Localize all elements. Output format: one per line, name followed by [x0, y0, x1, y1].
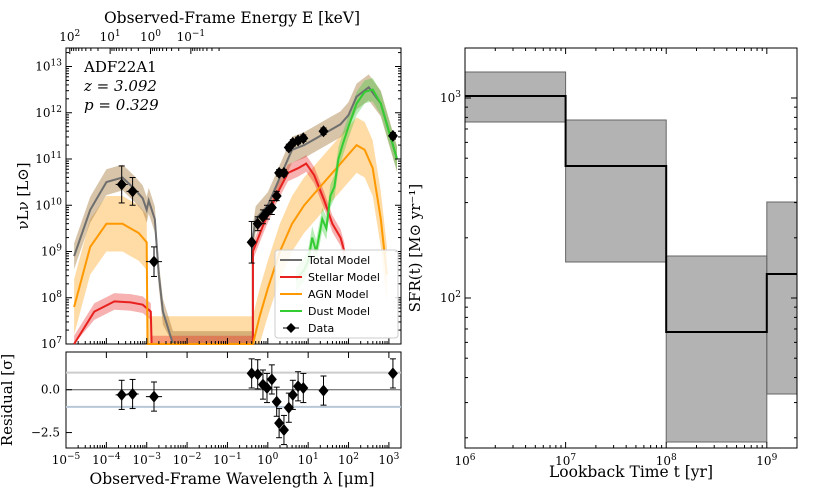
legend-box: [274, 249, 399, 339]
res-point: [298, 382, 309, 394]
residual-x-ticks: 10−5 10−4 10−3 10−2 10−1 100 101 102 103: [52, 352, 400, 467]
legend-total-model: Total Model: [307, 254, 370, 267]
sfh-y-tick-label: 102: [440, 290, 461, 305]
legend-dust-model: Dust Model: [308, 305, 370, 318]
sfh-x-tick-label: 106: [454, 453, 475, 468]
data-point: [148, 255, 159, 268]
band-agn-model: [74, 117, 387, 345]
annotation-probability: p = 0.329: [84, 96, 159, 114]
data-point: [266, 201, 277, 214]
sfh-y-ticks: 102 103: [440, 90, 797, 439]
sfh-x-tick-label: 108: [656, 453, 677, 468]
res-point: [387, 367, 398, 380]
res-point: [246, 367, 257, 380]
data-point: [278, 166, 289, 179]
res-x-tick-label: 101: [298, 452, 319, 467]
res-point: [271, 395, 282, 408]
line-agn-model: [73, 143, 388, 345]
sfh-y-tick-label: 103: [440, 90, 461, 105]
res-x-tick-label: 10−1: [213, 452, 242, 467]
sfh-band: [665, 255, 768, 443]
data-point: [127, 185, 138, 198]
res-x-tick-label: 10−2: [173, 452, 202, 467]
data-point: [298, 132, 309, 145]
top-tick-label: 102: [59, 29, 80, 44]
legend: Total Model Stellar Model AGN Model Dust…: [274, 249, 399, 339]
sfh-panel: 106 107 108 109 102 103 Lookback Time t [yr]…: [406, 47, 798, 481]
sed-points: [115, 125, 398, 277]
band-stellar-model: [74, 155, 345, 344]
sfh-frame: [464, 47, 798, 449]
res-y-tick-label: 0.0: [41, 383, 60, 397]
residual-panel: 10−5 10−4 10−3 10−2 10−1 100 101 102 103 0.0 −2.5…: [0, 351, 402, 488]
data-point: [387, 129, 398, 142]
sed-y-tick-label: 109: [41, 244, 62, 259]
res-point: [278, 424, 289, 436]
sfh-x-label: Lookback Time t [yr]: [549, 463, 713, 481]
res-point: [116, 388, 127, 401]
line-dust-model: [295, 88, 398, 280]
data-point: [246, 236, 257, 249]
data-point: [271, 190, 282, 202]
res-point: [266, 373, 277, 386]
sfh-y-label: SFR(t) [M⊙ yr⁻¹]: [406, 184, 424, 312]
res-x-tick-label: 10−3: [132, 452, 161, 467]
residual-y-ticks: 0.0 −2.5: [31, 383, 72, 440]
sfh-x-tick-label: 107: [555, 453, 576, 468]
sfh-step: [465, 95, 797, 333]
top-axis-label: Observed-Frame Energy E [keV]: [104, 9, 360, 27]
sed-x-ticks: [65, 338, 390, 344]
sfh-band: [565, 119, 667, 263]
line-total-model: [73, 85, 398, 345]
data-point: [116, 178, 127, 191]
sed-y-tick-label: 1013: [35, 59, 62, 74]
sfh-x-ticks: 106 107 108 109: [454, 48, 778, 468]
res-point: [127, 388, 138, 400]
sfh-step-line: [465, 95, 797, 333]
res-point: [262, 382, 272, 394]
top-axis-ticks: 102 101 100 10−1: [59, 29, 220, 54]
sed-x-label: Observed-Frame Wavelength λ [μm]: [89, 470, 374, 488]
res-point: [148, 390, 159, 403]
res-point: [252, 368, 263, 381]
sed-y-tick-label: 1011: [35, 151, 62, 166]
res-x-tick-label: 102: [338, 452, 359, 467]
sed-y-label: νLν [L⊙]: [14, 162, 32, 229]
legend-agn-model: AGN Model: [308, 288, 369, 301]
res-x-tick-label: 103: [378, 452, 399, 467]
res-point: [318, 384, 329, 397]
legend-stellar-model: Stellar Model: [308, 271, 380, 284]
band-total-model: [74, 74, 397, 345]
sfh-uncertainty-bands: [464, 71, 798, 443]
sfh-x-tick-label: 109: [756, 453, 777, 468]
legend-swatch-data: [286, 323, 296, 333]
residual-reference-lines: [66, 371, 401, 408]
data-point: [252, 217, 263, 230]
sed-y-tick-label: 1012: [35, 105, 62, 120]
sed-y-tick-label: 1010: [35, 197, 62, 212]
res-x-tick-label: 100: [257, 452, 278, 467]
sed-y-tick-label: 107: [41, 336, 62, 351]
residual-y-label: Residual [σ]: [0, 354, 16, 446]
res-x-tick-label: 10−4: [92, 452, 121, 467]
sed-y-tick-label: 108: [41, 290, 62, 305]
residual-frame: [65, 351, 402, 449]
res-x-tick-label: 10−5: [52, 452, 81, 467]
data-point: [318, 125, 329, 138]
annotation-source: ADF22A1: [83, 58, 157, 76]
res-point: [283, 401, 294, 414]
res-point: [287, 388, 298, 401]
top-tick-label: 101: [100, 29, 121, 44]
top-tick-label: 100: [140, 29, 161, 44]
res-point: [274, 417, 285, 430]
legend-data: Data: [308, 322, 334, 335]
annotation-redshift: z = 3.092: [83, 77, 157, 95]
residual-points: [115, 358, 398, 446]
top-tick-label: 10−1: [177, 29, 206, 44]
res-y-tick-label: −2.5: [31, 426, 60, 440]
sed-y-ticks: 107 108 109 1010 1011 1012 1013: [35, 52, 401, 351]
